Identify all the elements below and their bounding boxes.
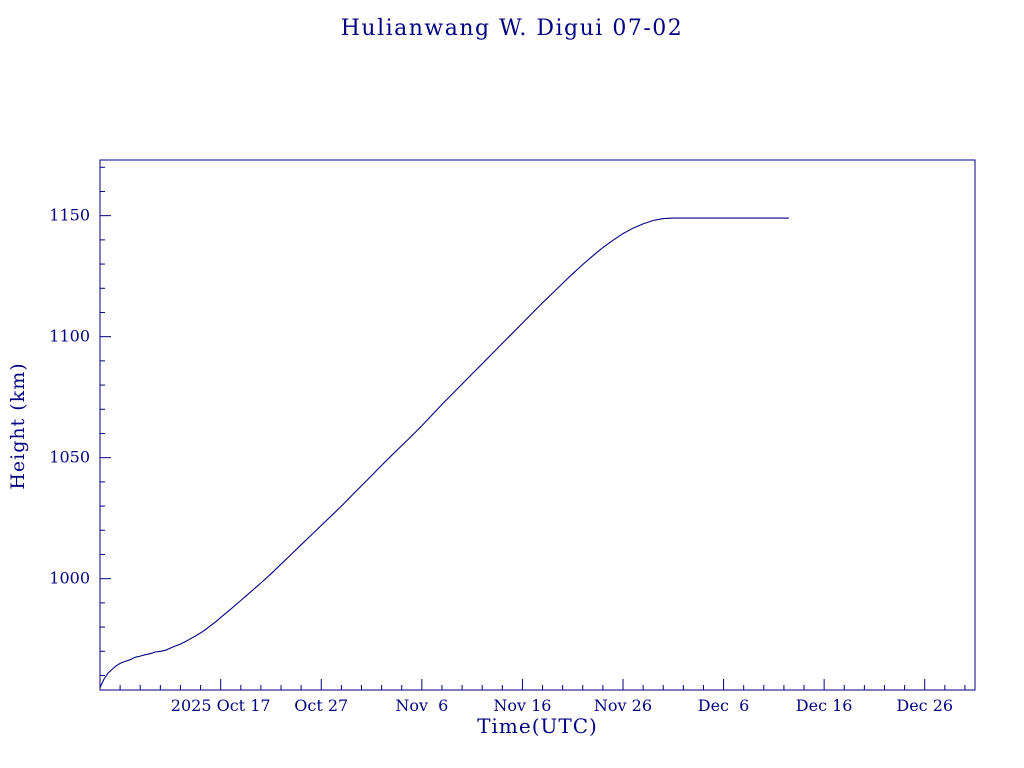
x-tick-label: Oct 27	[294, 696, 348, 715]
chart-title: Hulianwang W. Digui 07-02	[340, 16, 684, 41]
height-series-line	[99, 217, 789, 688]
plot-frame	[99, 159, 976, 691]
x-tick-label: Nov 26	[594, 696, 652, 715]
x-tick-label: Nov 6	[395, 696, 448, 715]
y-tick-label: 1000	[49, 569, 90, 588]
x-tick-label: Dec 6	[698, 696, 750, 715]
y-tick-label: 1050	[49, 448, 90, 467]
x-tick-label: 2025 Oct 17	[171, 696, 271, 715]
x-tick-label: Nov 16	[493, 696, 551, 715]
x-axis-label: Time(UTC)	[477, 714, 598, 738]
x-tick-label: Dec 26	[896, 696, 953, 715]
y-tick-label: 1100	[49, 327, 90, 346]
x-tick-label: Dec 16	[796, 696, 853, 715]
y-tick-label: 1150	[49, 206, 90, 225]
